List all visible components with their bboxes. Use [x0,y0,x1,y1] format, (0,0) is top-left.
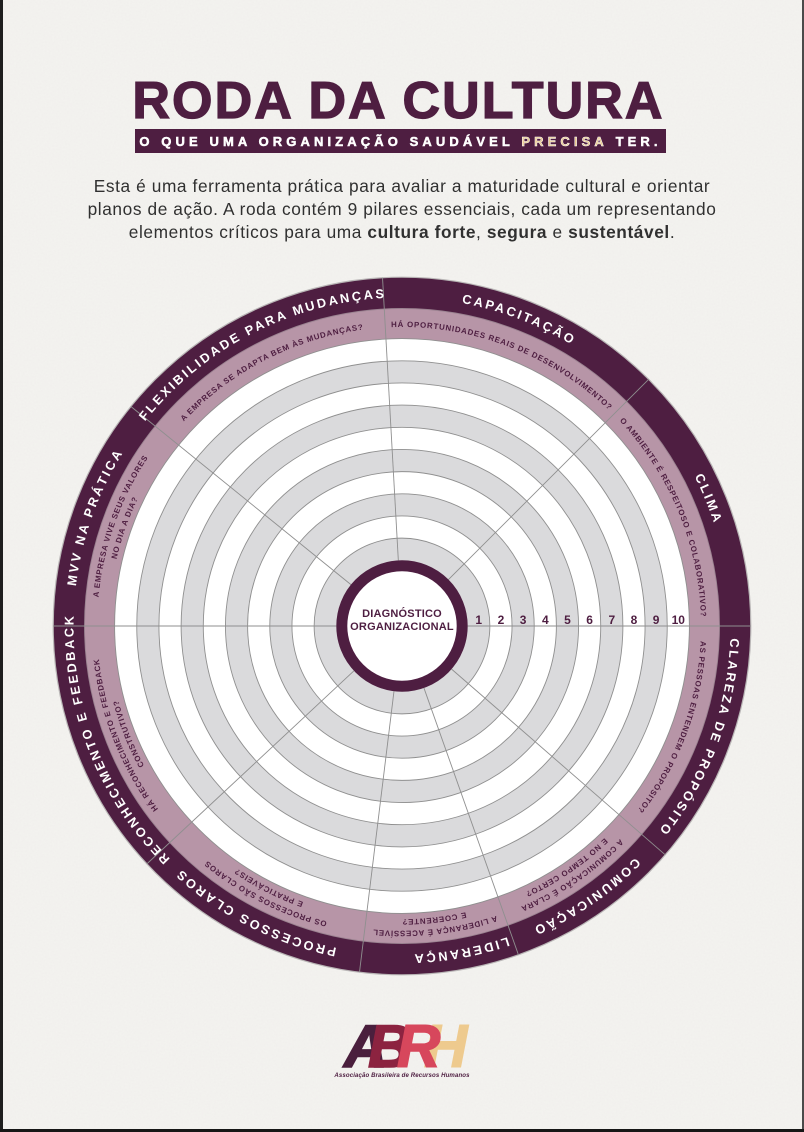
svg-text:2: 2 [497,612,504,626]
svg-text:10: 10 [671,612,685,626]
svg-text:DIAGNÓSTICO: DIAGNÓSTICO [362,606,442,619]
svg-text:3: 3 [519,612,526,626]
svg-text:ORGANIZACIONAL: ORGANIZACIONAL [350,620,454,632]
svg-text:9: 9 [652,612,659,626]
svg-text:4: 4 [541,612,548,626]
svg-text:7: 7 [608,612,615,626]
svg-text:6: 6 [586,612,593,626]
svg-text:5: 5 [564,612,571,626]
svg-text:8: 8 [630,612,637,626]
svg-text:1: 1 [475,612,482,626]
